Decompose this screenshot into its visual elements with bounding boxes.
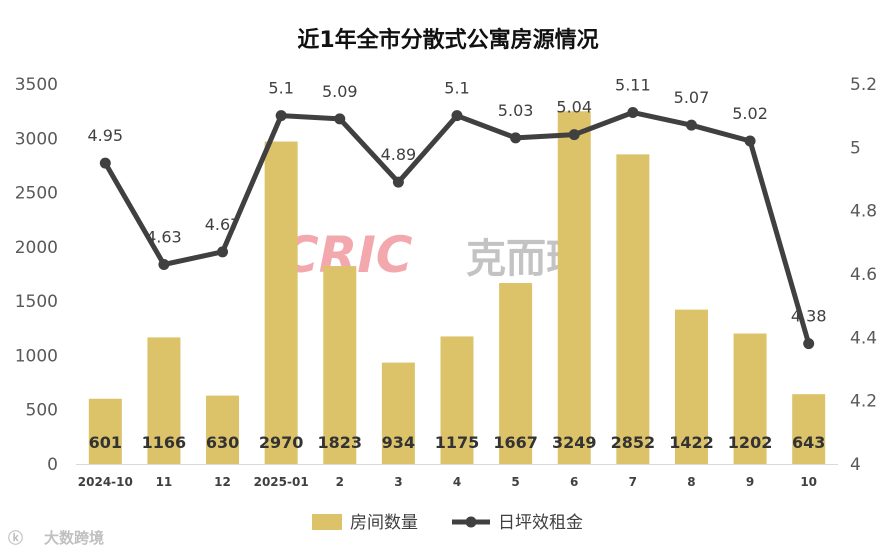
bar xyxy=(147,337,181,464)
x-axis-ticks: 2024-10 11 12 2025-01 2 3 4 5 6 7 8 9 10 xyxy=(78,475,817,489)
line-value-label: 4.89 xyxy=(381,145,417,164)
line-value-label: 5.09 xyxy=(322,82,358,101)
line-value-label: 5.03 xyxy=(498,101,534,120)
bar xyxy=(440,336,474,464)
bar xyxy=(206,395,240,464)
x-tick-label: 9 xyxy=(746,475,754,489)
line-value-label: 5.1 xyxy=(268,79,293,98)
chart-title: 近1年全市分散式公寓房源情况 xyxy=(297,27,598,53)
left-y-tick-label: 2000 xyxy=(15,238,58,258)
bar xyxy=(88,398,122,464)
legend-label-bar: 房间数量 xyxy=(350,513,418,533)
left-y-tick-label: 1500 xyxy=(15,292,58,312)
right-y-tick-label: 4.2 xyxy=(850,392,877,412)
bar-value-label: 1422 xyxy=(669,433,714,452)
x-tick-label: 2 xyxy=(336,475,344,489)
left-y-tick-label: 2500 xyxy=(15,184,58,204)
source-mark-logo-icon: ⓚ xyxy=(8,529,23,547)
bar-value-label: 1667 xyxy=(493,433,538,452)
right-y-tick-label: 4.8 xyxy=(850,202,877,222)
x-tick-label: 2024-10 xyxy=(78,475,133,489)
bar-value-label: 630 xyxy=(206,433,239,452)
legend: 房间数量 日坪效租金 xyxy=(312,513,583,533)
line-point xyxy=(99,157,111,169)
left-y-tick-label: 500 xyxy=(26,401,58,421)
bar-value-label: 2970 xyxy=(259,433,304,452)
line-data-labels: 4.95 4.63 4.67 5.1 5.09 4.89 5.1 5.03 5.04 5.11 5.… xyxy=(87,76,826,326)
line-point xyxy=(217,246,229,258)
bar xyxy=(381,362,415,464)
line-value-label: 5.04 xyxy=(556,98,592,117)
line-value-label: 5.07 xyxy=(674,88,710,107)
bar-value-label: 1823 xyxy=(318,433,363,452)
right-y-tick-label: 5.2 xyxy=(850,75,877,95)
source-mark-text: 大数跨境 xyxy=(44,529,104,547)
line-point xyxy=(510,132,522,144)
bar xyxy=(499,283,533,464)
line-point xyxy=(744,135,756,147)
bar xyxy=(674,309,708,464)
line-value-label: 4.67 xyxy=(205,215,241,234)
x-tick-label: 12 xyxy=(214,475,231,489)
bar-value-label: 3249 xyxy=(552,433,597,452)
line-point xyxy=(158,259,170,270)
bar xyxy=(323,266,357,464)
x-tick-label: 11 xyxy=(156,475,173,489)
bar-value-label: 934 xyxy=(382,433,415,452)
x-tick-label: 2025-01 xyxy=(254,475,309,489)
right-y-tick-label: 4.4 xyxy=(850,328,877,348)
bar-series xyxy=(88,111,826,465)
bar-value-label: 601 xyxy=(89,433,122,452)
line-series xyxy=(99,107,815,350)
line-value-label: 4.38 xyxy=(791,307,827,326)
bar xyxy=(792,394,826,464)
line-point xyxy=(334,113,346,125)
bar xyxy=(557,111,591,464)
x-tick-label: 8 xyxy=(687,475,695,489)
right-y-tick-label: 4 xyxy=(850,455,861,475)
right-y-axis: 4 4.2 4.4 4.6 4.8 5 5.2 xyxy=(850,75,877,475)
x-tick-label: 3 xyxy=(394,475,402,489)
line-point xyxy=(803,338,815,350)
line-value-label: 5.02 xyxy=(732,104,768,123)
line-point xyxy=(627,107,639,118)
line-value-label: 5.11 xyxy=(615,76,651,95)
right-y-tick-label: 4.6 xyxy=(850,265,877,285)
bar-value-label: 1175 xyxy=(435,433,480,452)
left-y-axis: 0 500 1000 1500 2000 2500 3000 3500 xyxy=(15,75,58,475)
bar xyxy=(264,141,298,465)
line-value-label: 5.1 xyxy=(444,79,469,98)
bar xyxy=(733,333,767,464)
x-tick-label: 5 xyxy=(511,475,519,489)
bar xyxy=(616,154,650,464)
line-value-label: 4.63 xyxy=(146,228,182,247)
line-value-label: 4.95 xyxy=(87,126,123,145)
line-point xyxy=(685,119,697,131)
x-tick-label: 10 xyxy=(800,475,817,489)
source-mark: 大数跨境 ⓚ xyxy=(8,529,104,547)
bar-value-label: 2852 xyxy=(611,433,656,452)
bar-data-labels: 601 1166 630 2970 1823 934 1175 1667 3249 2852 142… xyxy=(89,433,826,452)
bar-value-label: 1202 xyxy=(728,433,773,452)
legend-swatch-bar xyxy=(312,514,342,530)
line-point xyxy=(451,110,463,122)
left-y-tick-label: 3500 xyxy=(15,75,58,95)
x-tick-label: 4 xyxy=(453,475,461,489)
x-tick-label: 7 xyxy=(629,475,637,489)
right-y-tick-label: 5 xyxy=(850,138,861,158)
left-y-tick-label: 3000 xyxy=(15,129,58,149)
left-y-tick-label: 0 xyxy=(47,455,58,475)
left-y-tick-label: 1000 xyxy=(15,346,58,366)
legend-swatch-marker xyxy=(465,516,477,528)
line-point xyxy=(568,129,580,141)
bar-value-label: 1166 xyxy=(142,433,187,452)
line-point xyxy=(275,110,287,122)
line-point xyxy=(392,176,404,188)
bar-value-label: 643 xyxy=(792,433,825,452)
legend-label-line: 日坪效租金 xyxy=(498,513,583,533)
x-tick-label: 6 xyxy=(570,475,578,489)
